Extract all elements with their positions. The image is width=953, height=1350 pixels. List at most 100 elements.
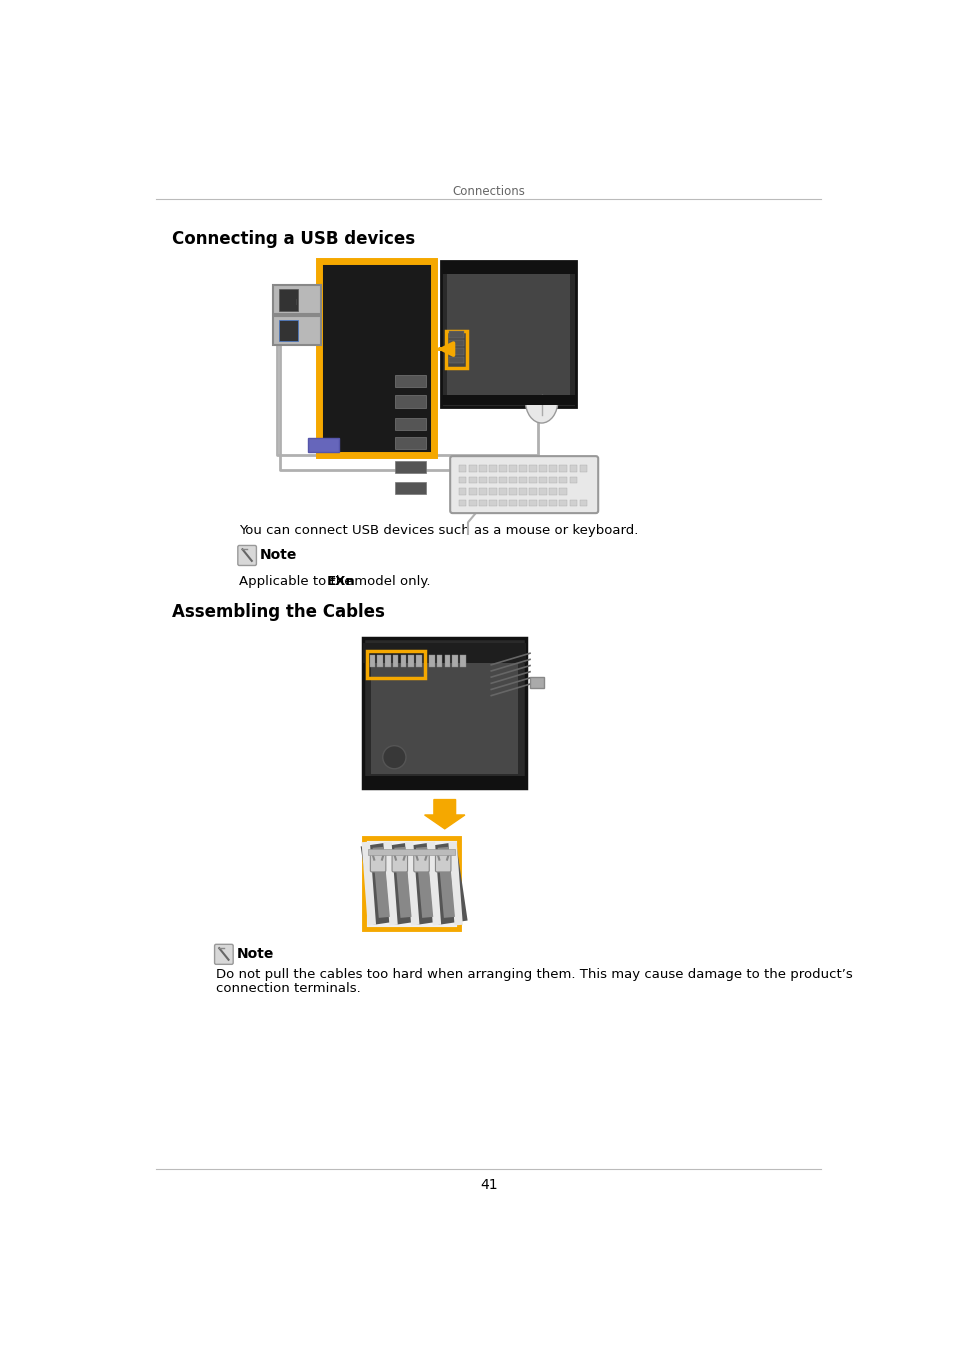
Bar <box>368 849 455 855</box>
Text: EXn: EXn <box>327 575 355 589</box>
Bar <box>549 489 557 494</box>
Bar <box>509 466 517 471</box>
FancyBboxPatch shape <box>392 853 407 872</box>
Bar <box>440 261 576 274</box>
Bar <box>319 261 434 455</box>
Bar <box>429 655 435 667</box>
Bar <box>278 289 298 310</box>
Bar <box>478 477 486 483</box>
Bar <box>364 838 458 929</box>
Bar <box>458 500 466 506</box>
Bar <box>538 466 546 471</box>
FancyBboxPatch shape <box>450 456 598 513</box>
Bar <box>458 477 466 483</box>
FancyBboxPatch shape <box>273 285 320 315</box>
Bar <box>307 437 338 451</box>
Bar <box>530 678 543 688</box>
Bar <box>478 500 486 506</box>
Text: Do not pull the cables too hard when arranging them. This may cause damage to th: Do not pull the cables too hard when arr… <box>216 968 852 981</box>
Bar <box>400 655 406 667</box>
Bar <box>448 340 464 346</box>
Bar <box>488 489 497 494</box>
Bar <box>468 500 476 506</box>
Text: Connecting a USB devices: Connecting a USB devices <box>172 230 415 248</box>
Bar <box>518 489 526 494</box>
Bar <box>468 489 476 494</box>
Bar <box>444 655 450 667</box>
Bar <box>448 331 464 338</box>
Bar <box>459 655 465 667</box>
Bar <box>363 643 525 663</box>
Bar <box>579 500 587 506</box>
Bar <box>558 489 567 494</box>
Bar <box>385 655 390 667</box>
Bar <box>538 477 546 483</box>
FancyBboxPatch shape <box>435 853 451 872</box>
Bar <box>549 466 557 471</box>
Text: Applicable to the: Applicable to the <box>239 575 356 589</box>
Bar <box>458 466 466 471</box>
Text: Note: Note <box>259 548 296 563</box>
Bar <box>509 500 517 506</box>
Bar <box>393 655 397 667</box>
Bar <box>538 500 546 506</box>
Bar <box>498 477 506 483</box>
Bar <box>509 489 517 494</box>
FancyBboxPatch shape <box>370 853 385 872</box>
Bar <box>452 655 457 667</box>
Bar <box>558 477 567 483</box>
Text: Assembling the Cables: Assembling the Cables <box>172 603 384 621</box>
Bar <box>529 500 537 506</box>
Bar <box>395 482 426 494</box>
Bar <box>395 460 426 472</box>
Bar <box>518 466 526 471</box>
Bar <box>468 466 476 471</box>
Bar <box>549 500 557 506</box>
FancyBboxPatch shape <box>237 545 256 566</box>
Bar <box>549 477 557 483</box>
Bar <box>488 466 497 471</box>
Ellipse shape <box>525 378 558 423</box>
Bar <box>579 466 587 471</box>
Bar <box>498 489 506 494</box>
Bar <box>416 655 421 667</box>
Bar <box>478 466 486 471</box>
Text: model only.: model only. <box>350 575 430 589</box>
Text: connection terminals.: connection terminals. <box>216 981 360 995</box>
Bar <box>488 477 497 483</box>
Bar <box>369 655 375 667</box>
Bar <box>458 489 466 494</box>
Bar <box>529 466 537 471</box>
Bar <box>408 655 414 667</box>
Bar <box>558 466 567 471</box>
Bar <box>569 500 577 506</box>
Text: You can connect USB devices such as a mouse or keyboard.: You can connect USB devices such as a mo… <box>239 524 639 536</box>
Bar <box>529 489 537 494</box>
Bar <box>395 417 426 429</box>
Bar <box>518 477 526 483</box>
Bar <box>509 477 517 483</box>
Bar <box>468 477 476 483</box>
Circle shape <box>382 745 406 768</box>
Bar <box>395 437 426 450</box>
Text: Connections: Connections <box>452 185 525 197</box>
Bar <box>569 477 577 483</box>
Bar <box>529 477 537 483</box>
FancyBboxPatch shape <box>273 316 320 346</box>
Bar <box>488 500 497 506</box>
Bar <box>363 637 525 788</box>
Bar <box>445 331 467 369</box>
Bar <box>395 396 426 408</box>
Bar <box>278 320 298 342</box>
Bar <box>371 659 517 774</box>
Bar <box>377 655 382 667</box>
Bar <box>363 776 525 788</box>
Bar <box>538 489 546 494</box>
Text: 41: 41 <box>479 1177 497 1192</box>
Bar <box>436 655 442 667</box>
Bar <box>569 466 577 471</box>
Bar <box>498 500 506 506</box>
Polygon shape <box>424 799 464 829</box>
Bar <box>395 374 426 387</box>
FancyBboxPatch shape <box>214 944 233 964</box>
